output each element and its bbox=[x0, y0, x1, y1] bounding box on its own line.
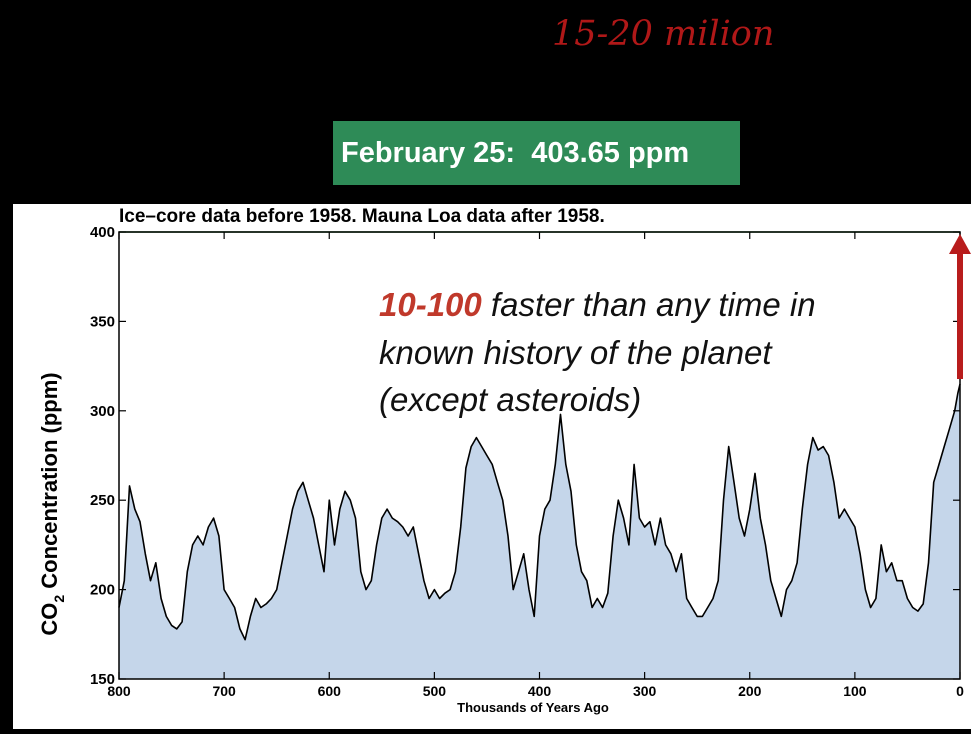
co2-area-fill bbox=[119, 384, 960, 679]
x-tick-label: 500 bbox=[423, 683, 447, 699]
annotation-line1: faster than any time in bbox=[482, 286, 816, 323]
annotation-text: 10-100 faster than any time in known his… bbox=[379, 286, 816, 418]
banner-value: 403.65 ppm bbox=[531, 136, 690, 169]
headline-text: 15-20 milion bbox=[552, 14, 775, 54]
annotation-line2: known history of the planet bbox=[379, 334, 773, 371]
y-tick-label: 350 bbox=[90, 313, 115, 330]
annotation-highlight: 10-100 bbox=[379, 286, 482, 323]
x-tick-label: 300 bbox=[633, 683, 657, 699]
x-tick-label: 800 bbox=[107, 683, 131, 699]
y-tick-label: 400 bbox=[90, 224, 115, 241]
x-tick-label: 0 bbox=[956, 683, 964, 699]
ppm-banner: February 25: 403.65 ppm bbox=[333, 121, 740, 185]
co2-series-line bbox=[118, 383, 961, 641]
y-tick-label: 250 bbox=[90, 492, 115, 509]
y-tick-label: 150 bbox=[90, 671, 115, 688]
x-tick-label: 700 bbox=[212, 683, 236, 699]
chart-title: Ice–core data before 1958. Mauna Loa dat… bbox=[119, 206, 605, 227]
y-tick-label: 300 bbox=[90, 403, 115, 420]
y-tick-label: 200 bbox=[90, 582, 115, 599]
x-tick-label: 600 bbox=[318, 683, 342, 699]
chart-panel: Ice–core data before 1958. Mauna Loa dat… bbox=[13, 204, 971, 729]
svg-text:10-100 faster than any time in: 10-100 faster than any time in bbox=[379, 286, 816, 323]
co2-chart: Ice–core data before 1958. Mauna Loa dat… bbox=[37, 206, 971, 715]
x-axis-label: Thousands of Years Ago bbox=[457, 700, 609, 715]
x-tick-label: 100 bbox=[843, 683, 867, 699]
y-axis-label: CO2 Concentration (ppm) bbox=[37, 372, 67, 635]
plot-area: 150 200 250 300 350 400 800 700 600 500 400 300 200 1… bbox=[90, 224, 971, 699]
x-tick-label: 400 bbox=[528, 683, 552, 699]
banner-date: February 25: bbox=[341, 136, 516, 169]
rise-arrow-head bbox=[949, 234, 971, 254]
x-tick-label: 200 bbox=[738, 683, 762, 699]
annotation-line3: (except asteroids) bbox=[379, 381, 641, 418]
